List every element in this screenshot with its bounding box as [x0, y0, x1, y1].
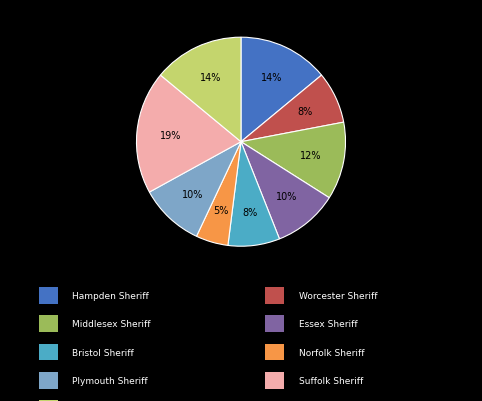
Text: 12%: 12% [300, 151, 321, 161]
Text: 14%: 14% [200, 73, 221, 83]
Wedge shape [149, 142, 241, 237]
Text: Worcester Sheriff: Worcester Sheriff [299, 291, 377, 300]
Wedge shape [241, 142, 329, 239]
FancyBboxPatch shape [265, 316, 284, 332]
Text: Norfolk Sheriff: Norfolk Sheriff [299, 348, 364, 357]
Wedge shape [241, 123, 346, 198]
FancyBboxPatch shape [39, 372, 58, 389]
Wedge shape [161, 38, 241, 142]
Text: Bristol Sheriff: Bristol Sheriff [72, 348, 134, 357]
Text: 10%: 10% [182, 189, 203, 199]
Wedge shape [228, 142, 280, 247]
Wedge shape [197, 142, 241, 246]
FancyBboxPatch shape [265, 344, 284, 360]
Wedge shape [241, 38, 321, 142]
Wedge shape [136, 76, 241, 192]
FancyBboxPatch shape [39, 344, 58, 360]
Wedge shape [241, 76, 344, 142]
FancyBboxPatch shape [265, 288, 284, 304]
Text: 5%: 5% [214, 205, 229, 215]
Text: 19%: 19% [160, 131, 181, 141]
FancyBboxPatch shape [39, 316, 58, 332]
Text: Plymouth Sheriff: Plymouth Sheriff [72, 376, 148, 385]
FancyBboxPatch shape [265, 372, 284, 389]
Text: 8%: 8% [242, 208, 257, 218]
Text: Essex Sheriff: Essex Sheriff [299, 320, 358, 328]
Text: Middlesex Sheriff: Middlesex Sheriff [72, 320, 151, 328]
Text: Suffolk Sheriff: Suffolk Sheriff [299, 376, 363, 385]
Text: 10%: 10% [276, 192, 297, 202]
FancyBboxPatch shape [39, 288, 58, 304]
Text: Hampden Sheriff: Hampden Sheriff [72, 291, 149, 300]
FancyBboxPatch shape [39, 400, 58, 401]
Text: 8%: 8% [298, 107, 313, 117]
Text: 14%: 14% [261, 73, 282, 83]
